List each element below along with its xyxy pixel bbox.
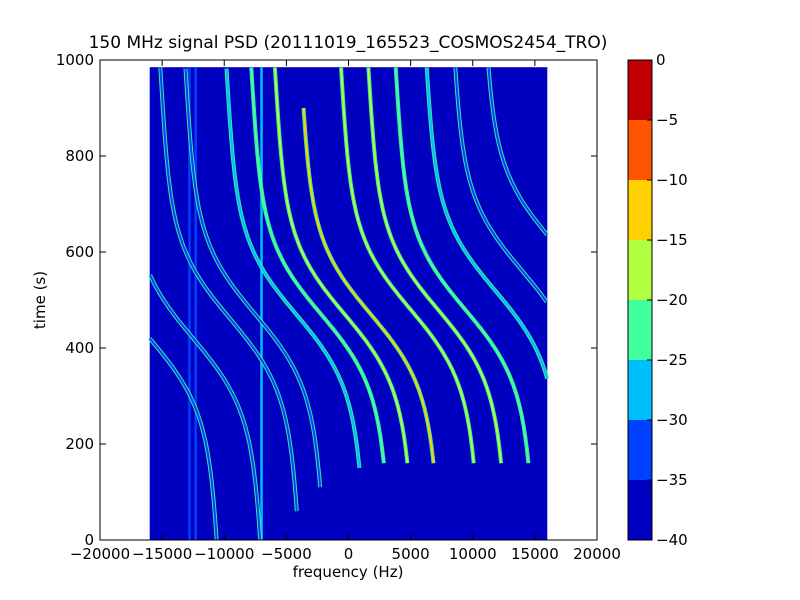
y-axis: 0 200 400 600 800 1000 — [56, 51, 597, 549]
chart-title: 150 MHz signal PSD (20111019_165523_COSM… — [89, 33, 608, 53]
colorbar-segment — [628, 180, 652, 240]
colorbar-segment — [628, 300, 652, 360]
x-tick-label: 10000 — [449, 545, 497, 563]
doppler-track — [340, 67, 475, 464]
colorbar: −40 −35 −30 −25 −20 −15 −10 −5 0 — [627, 51, 688, 549]
colorbar-tick-label: −5 — [656, 111, 678, 129]
doppler-track — [302, 107, 435, 464]
y-tick-label: 400 — [65, 339, 94, 357]
y-tick-label: 200 — [65, 435, 94, 453]
colorbar-tick-label: 0 — [656, 51, 666, 69]
x-tick-label: 15000 — [511, 545, 559, 563]
doppler-track — [148, 337, 218, 541]
colorbar-tick-label: −35 — [656, 471, 688, 489]
x-tick-label: 5000 — [392, 545, 430, 563]
doppler-track — [273, 67, 409, 464]
colorbar-segment — [628, 120, 652, 180]
colorbar-tick-label: −30 — [656, 411, 688, 429]
doppler-track — [225, 68, 361, 469]
doppler-track — [425, 67, 549, 380]
x-tick-label: −10000 — [194, 545, 254, 563]
doppler-track — [367, 67, 503, 464]
doppler-track — [250, 67, 385, 464]
doppler-track — [149, 274, 262, 541]
colorbar-segment — [628, 360, 652, 420]
colorbar-segment — [628, 60, 652, 120]
y-tick-label: 600 — [65, 243, 94, 261]
doppler-track — [487, 67, 548, 236]
y-axis-label: time (s) — [31, 271, 49, 329]
doppler-track — [184, 68, 322, 488]
signal-tracks — [148, 67, 550, 541]
x-axis: −20000 −15000 −10000 −5000 0 5000 10000 15000 20… — [70, 60, 621, 563]
x-tick-label: −15000 — [132, 545, 192, 563]
doppler-track — [454, 67, 548, 303]
colorbar-tick-label: −25 — [656, 351, 688, 369]
y-tick-label: 0 — [84, 531, 94, 549]
colorbar-segment — [628, 420, 652, 480]
x-tick-label: −5000 — [261, 545, 312, 563]
x-axis-label: frequency (Hz) — [293, 563, 404, 581]
y-tick-label: 800 — [65, 147, 94, 165]
x-tick-label: 0 — [344, 545, 354, 563]
colorbar-tick-label: −10 — [656, 171, 688, 189]
doppler-track — [394, 67, 530, 464]
colorbar-tick-label: −15 — [656, 231, 688, 249]
colorbar-tick-label: −20 — [656, 291, 688, 309]
colorbar-segment — [628, 240, 652, 300]
colorbar-segment — [628, 480, 652, 540]
x-tick-label: −20000 — [70, 545, 130, 563]
colorbar-tick-label: −40 — [656, 531, 688, 549]
y-tick-label: 1000 — [56, 51, 94, 69]
x-tick-label: 20000 — [573, 545, 621, 563]
doppler-track — [159, 67, 298, 512]
